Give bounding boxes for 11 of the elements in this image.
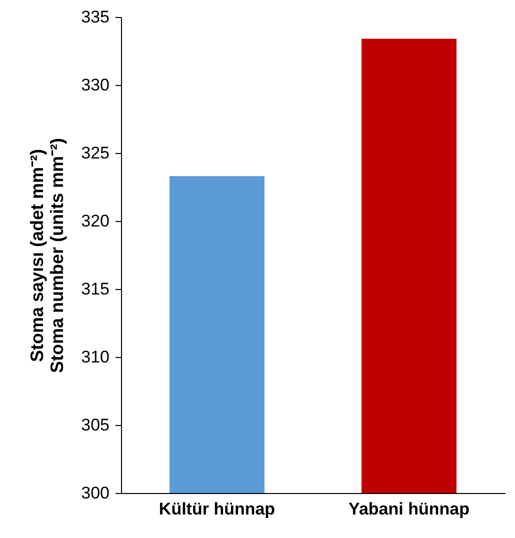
y-tick-label: 335: [81, 8, 110, 26]
y-axis-title: Stoma sayısı (adet mm⁻²) Stoma number (units mm⁻²): [27, 138, 68, 374]
y-tick-label: 305: [81, 416, 110, 434]
x-tick-label: Yabani hünnap: [348, 500, 470, 518]
y-tick-label: 325: [81, 144, 110, 162]
y-tick-label: 330: [81, 76, 110, 94]
y-tick-label: 300: [81, 484, 110, 502]
y-tick-label: 310: [81, 348, 110, 366]
x-tick-label: Kültür hünnap: [158, 500, 276, 518]
y-tick-label: 320: [81, 212, 110, 230]
y-tick-label: 315: [81, 280, 110, 298]
